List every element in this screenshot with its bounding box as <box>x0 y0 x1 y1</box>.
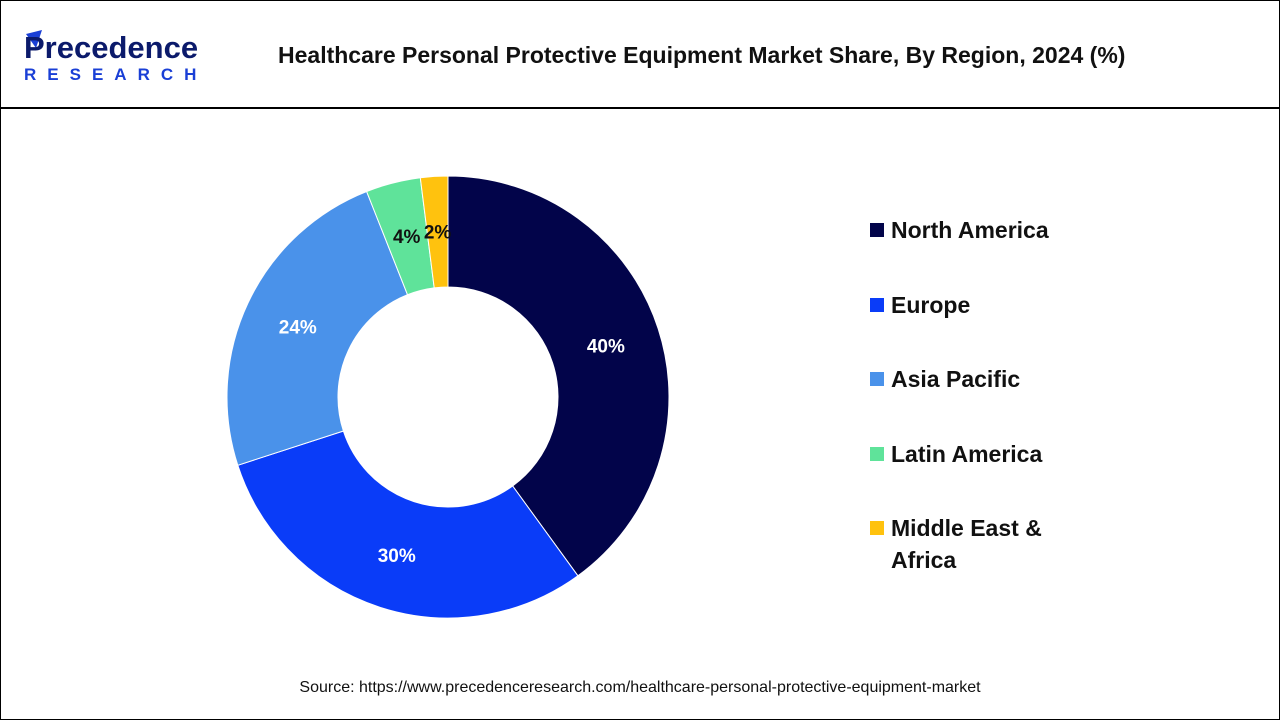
svg-text:Precedence: Precedence <box>24 30 198 65</box>
donut-slice-asia-pacific <box>226 190 409 466</box>
legend-label: Asia Pacific <box>891 366 1021 392</box>
legend-label: Europe <box>891 291 971 318</box>
legend-item: North America <box>870 214 1066 289</box>
legend-item: Latin America <box>870 438 1066 513</box>
data-label: 40% <box>587 337 625 358</box>
data-label: 30% <box>378 546 416 567</box>
svg-text:RESEARCH: RESEARCH <box>24 65 207 83</box>
data-label: 24% <box>279 317 317 338</box>
data-label: 2% <box>424 222 452 243</box>
legend: North America Europe Asia Pacific Latin Ame… <box>870 214 1066 587</box>
legend-label: Latin America <box>891 440 1043 467</box>
legend-swatch <box>870 372 884 386</box>
legend-swatch <box>870 521 884 535</box>
legend-item: Europe <box>870 289 1066 364</box>
data-label: 4% <box>393 227 421 248</box>
donut-slice-middle-east-africa <box>419 175 449 289</box>
legend-label: North America <box>891 217 1049 243</box>
precedence-research-logo: Precedence RESEARCH <box>24 30 207 83</box>
chart-title: Healthcare Personal Protective Equipment… <box>278 42 1126 68</box>
legend-swatch <box>870 297 884 312</box>
legend-swatch <box>870 446 884 461</box>
header: Precedence RESEARCH Healthcare Personal … <box>0 0 1280 109</box>
donut-slice-north-america <box>447 175 670 577</box>
legend-item: Middle East & Africa <box>870 512 1066 587</box>
legend-swatch <box>870 223 884 237</box>
donut-slice-europe <box>237 430 579 619</box>
source-text: Source: https://www.precedenceresearch.c… <box>299 679 981 696</box>
legend-label: Middle East & Africa <box>891 515 1042 573</box>
legend-item: Asia Pacific <box>870 363 1066 438</box>
